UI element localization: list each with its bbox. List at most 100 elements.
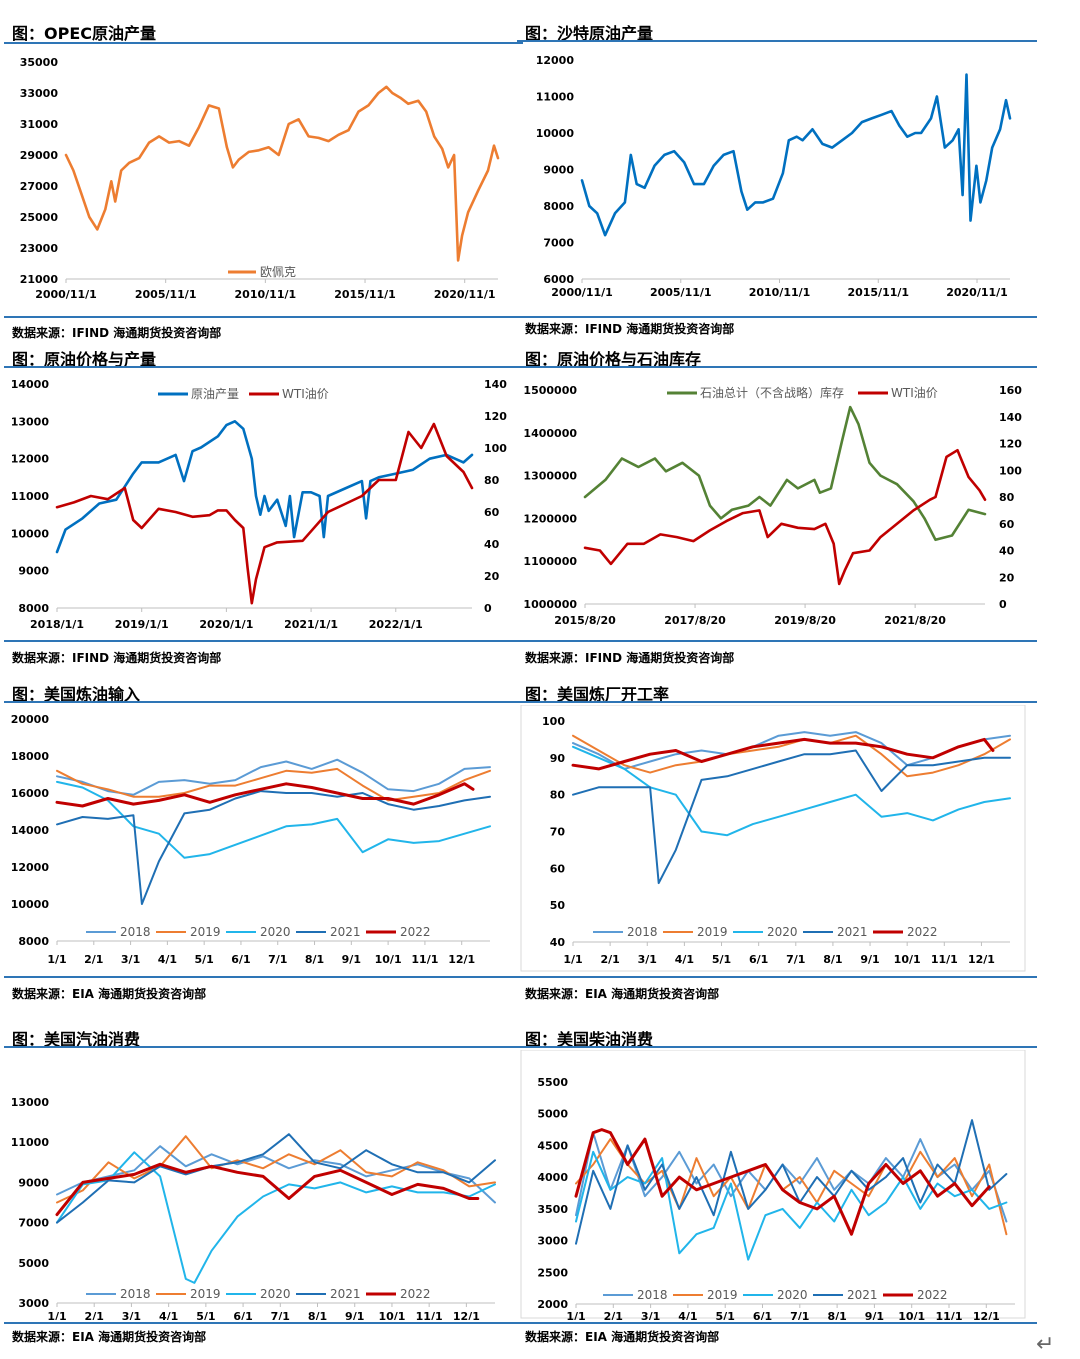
legend-label: 2020	[767, 925, 798, 939]
series-line-欧佩克	[64, 85, 500, 262]
x-tick-label: 2005/11/1	[135, 288, 197, 301]
series-line-2018	[56, 758, 491, 796]
y-tick-label: 8000	[543, 200, 574, 213]
x-tick-label: 8/1	[823, 953, 842, 966]
x-tick-label: 6/1	[749, 953, 768, 966]
x-tick-label: 2020/11/1	[946, 286, 1008, 299]
data-source: 数据来源：IFIND 海通期货投资咨询部	[12, 651, 222, 665]
x-tick-label: 2020/1/1	[199, 618, 253, 631]
y2-tick-label: 80	[999, 491, 1015, 504]
y-tick-label: 2500	[537, 1266, 568, 1279]
legend-label: 2018	[120, 925, 151, 939]
panel-title: 图：原油价格与产量	[12, 350, 157, 369]
y2-tick-label: 140	[999, 411, 1022, 424]
x-tick-label: 2/1	[85, 1310, 104, 1320]
data-source: 数据来源：EIA 海通期货投资咨询部	[12, 1330, 207, 1344]
data-source: 数据来源：IFIND 海通期货投资咨询部	[525, 322, 735, 336]
y-tick-label: 3500	[537, 1203, 568, 1216]
y-tick-label: 6000	[543, 273, 574, 286]
series-line-2020	[575, 1150, 1008, 1261]
legend-label: 2022	[917, 1288, 948, 1302]
x-tick-label: 3/1	[641, 1310, 660, 1320]
title-rule	[517, 366, 1037, 368]
data-source: 数据来源：EIA 海通期货投资咨询部	[525, 987, 720, 1001]
y-tick-label: 16000	[11, 787, 50, 800]
x-tick-label: 10/1	[894, 953, 921, 966]
x-tick-label: 2010/11/1	[235, 288, 297, 301]
gasoline-consumption-chart: 3000 5000 7000 9000 11000 13000 1/1 2/1 3/1 4/1 5/…	[11, 1096, 496, 1320]
title-rule	[4, 701, 523, 703]
panel-gasoline-consumption: 图：美国汽油消费 3000 5000 7000 9000 11000 13000 1/1 2/…	[0, 1020, 527, 1359]
panel-title: 图：美国汽油消费	[12, 1030, 141, 1049]
y-tick-label: 8000	[18, 602, 49, 615]
legend-label: 2020	[777, 1288, 808, 1302]
x-tick-label: 2018/1/1	[30, 618, 84, 631]
x-tick-label: 8/1	[827, 1310, 846, 1320]
series-line-WTI油价	[583, 448, 987, 586]
y-tick-label: 31000	[20, 118, 59, 131]
y-tick-label: 1200000	[523, 512, 577, 525]
legend-label: 2020	[260, 925, 291, 939]
x-tick-label: 8/1	[308, 1310, 327, 1320]
series-line-2021	[572, 749, 1011, 885]
panel-diesel-consumption: 图：美国柴油消费 2000 2500 3000 3500 4000 4500 5000 550…	[513, 1020, 1040, 1359]
refinery-input-chart: 8000 10000 12000 14000 16000 18000 20000 1/1 2/1…	[11, 713, 491, 966]
panel-refinery-input: 图：美国炼油输入 8000 10000 12000 14000 16000 18000 20…	[0, 675, 527, 1005]
x-tick-label: 2015/8/20	[554, 614, 616, 627]
source-rule	[517, 1322, 1037, 1324]
x-tick-label: 2000/11/1	[35, 288, 97, 301]
panel-title: 图：美国柴油消费	[525, 1030, 654, 1049]
y-tick-label: 11000	[536, 91, 575, 104]
x-tick-label: 2000/11/1	[551, 286, 613, 299]
panel-title: 图：原油价格与石油库存	[525, 350, 702, 369]
y-tick-label: 13000	[11, 1096, 50, 1109]
legend-label: 2019	[190, 1287, 221, 1301]
legend-label: 2020	[260, 1287, 291, 1301]
panel-title: 图：美国炼厂开工率	[525, 685, 670, 704]
series-line-2021	[575, 1119, 1008, 1245]
panel-title: 图：OPEC原油产量	[12, 24, 157, 43]
x-tick-label: 2019/1/1	[115, 618, 169, 631]
saudi-output-chart: 6000 7000 8000 9000 10000 11000 12000 2000/11/1…	[536, 54, 1012, 299]
series-line-2022	[55, 782, 475, 808]
y-tick-label: 18000	[11, 750, 50, 763]
panel-opec-output: 图：OPEC原油产量 21000 23000 25000 27000 29000 3100…	[0, 0, 527, 345]
x-tick-label: 6/1	[753, 1310, 772, 1320]
legend-label: 2018	[627, 925, 658, 939]
y-tick-label: 10000	[11, 527, 50, 540]
y-tick-label: 5000	[537, 1108, 568, 1121]
refinery-utilization-chart: 40 50 60 70 80 90 100 1/1 2/1 3/1 4/1 5/1 6/1 7/1 8/1 9…	[520, 705, 1026, 972]
legend-label: 2021	[847, 1288, 878, 1302]
x-tick-label: 2/1	[600, 953, 619, 966]
y2-tick-label: 20	[999, 571, 1015, 584]
x-tick-label: 1/1	[563, 953, 582, 966]
x-tick-label: 7/1	[786, 953, 805, 966]
y-tick-label: 1100000	[523, 555, 577, 568]
x-tick-label: 9/1	[865, 1310, 884, 1320]
legend-label: 2022	[400, 925, 431, 939]
legend-label: 原油产量	[191, 387, 239, 401]
series-line-2020	[56, 1151, 496, 1284]
data-source: 数据来源：IFIND 海通期货投资咨询部	[525, 651, 735, 665]
x-tick-label: 6/1	[233, 1310, 252, 1320]
series-line-2020	[56, 780, 491, 859]
x-tick-label: 2021/1/1	[284, 618, 338, 631]
y-tick-label: 23000	[20, 242, 59, 255]
title-rule	[517, 40, 1037, 42]
return-arrow-icon: ↵	[1036, 1332, 1055, 1357]
x-tick-label: 5/1	[196, 1310, 215, 1320]
x-tick-label: 2015/11/1	[847, 286, 909, 299]
y-tick-label: 7000	[543, 237, 574, 250]
y-tick-label: 1300000	[523, 470, 577, 483]
y2-tick-label: 120	[484, 410, 507, 423]
series-line-2022	[55, 1162, 480, 1217]
price-output-chart: 8000 9000 10000 11000 12000 13000 14000 0 20 40 60…	[11, 378, 508, 631]
y-tick-label: 1500000	[523, 384, 577, 397]
legend-label: 2022	[907, 925, 938, 939]
y-tick-label: 5000	[18, 1257, 49, 1270]
x-tick-label: 2015/11/1	[334, 288, 396, 301]
y2-tick-label: 60	[999, 518, 1015, 531]
data-source: 数据来源：IFIND 海通期货投资咨询部	[12, 326, 222, 340]
source-rule	[4, 976, 523, 978]
y-tick-label: 20000	[11, 713, 50, 726]
